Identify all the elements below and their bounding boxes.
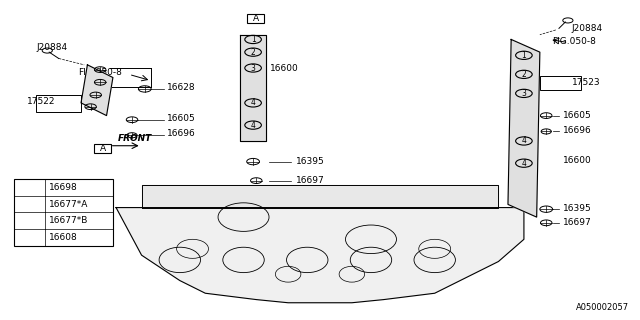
Text: 16600: 16600 — [270, 63, 299, 73]
Text: 2: 2 — [251, 48, 255, 57]
Text: 4: 4 — [522, 136, 526, 146]
Text: FIG.050-8: FIG.050-8 — [552, 37, 596, 46]
Polygon shape — [116, 208, 524, 303]
Text: 16696: 16696 — [167, 130, 196, 139]
Text: FRONT: FRONT — [118, 133, 152, 142]
Text: 4: 4 — [26, 233, 31, 242]
Polygon shape — [241, 35, 266, 141]
Text: 1: 1 — [251, 35, 255, 44]
Text: 3: 3 — [522, 89, 526, 98]
Text: 16677*B: 16677*B — [49, 216, 88, 225]
Text: 16608: 16608 — [49, 233, 78, 242]
Text: 16605: 16605 — [563, 111, 592, 120]
Text: 17522: 17522 — [27, 98, 56, 107]
Text: 16696: 16696 — [563, 126, 592, 135]
Text: FIG.050-8: FIG.050-8 — [78, 68, 122, 77]
Text: 1: 1 — [26, 183, 31, 192]
FancyBboxPatch shape — [95, 144, 111, 153]
Text: 3: 3 — [251, 63, 255, 73]
Text: A: A — [100, 144, 106, 153]
Text: 16600: 16600 — [563, 156, 592, 164]
Text: 4: 4 — [522, 159, 526, 168]
Text: 16677*A: 16677*A — [49, 199, 88, 209]
Text: 4: 4 — [251, 99, 255, 108]
Text: J20884: J20884 — [572, 24, 603, 33]
Polygon shape — [81, 65, 113, 116]
Text: 16395: 16395 — [563, 204, 592, 213]
FancyBboxPatch shape — [247, 14, 264, 23]
Text: J20884: J20884 — [36, 43, 68, 52]
Text: 16605: 16605 — [167, 114, 196, 123]
Text: 2: 2 — [522, 70, 526, 79]
Text: 16628: 16628 — [167, 83, 196, 92]
Bar — [14, 179, 113, 246]
Text: 4: 4 — [251, 121, 255, 130]
Text: A: A — [253, 14, 259, 23]
Polygon shape — [141, 185, 499, 208]
Text: 3: 3 — [26, 216, 31, 225]
Text: 16697: 16697 — [563, 218, 592, 227]
Text: 1: 1 — [522, 51, 526, 60]
Text: 17523: 17523 — [572, 78, 600, 87]
Text: 16697: 16697 — [296, 176, 324, 185]
Text: 2: 2 — [26, 199, 31, 209]
Text: 16395: 16395 — [296, 157, 324, 166]
Polygon shape — [508, 39, 540, 217]
Text: 16698: 16698 — [49, 183, 78, 192]
Text: A050002057: A050002057 — [576, 303, 629, 312]
